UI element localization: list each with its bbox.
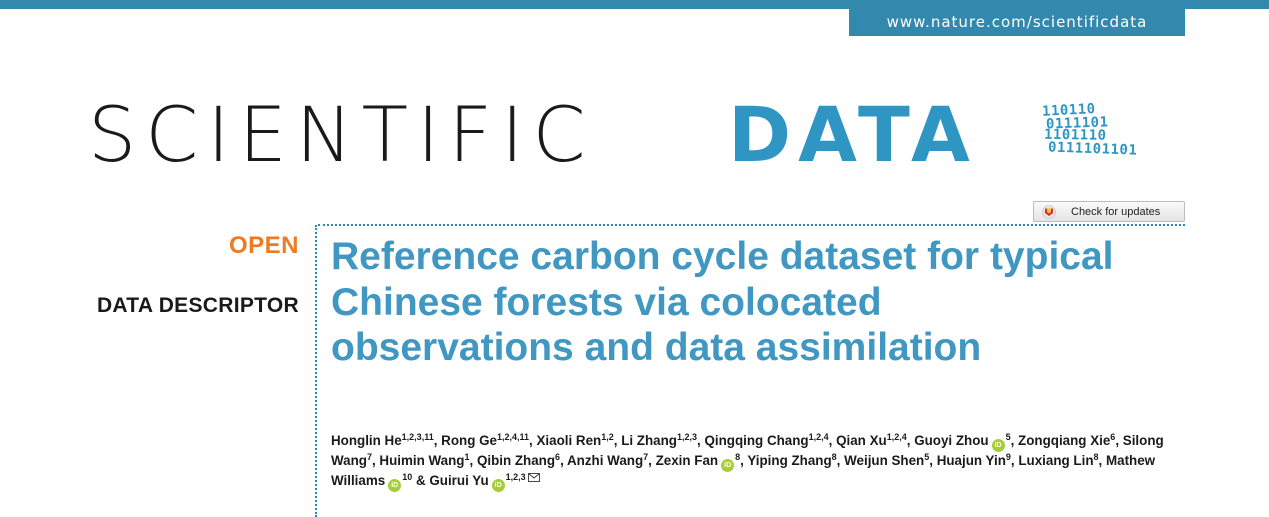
author-name[interactable]: Xiaoli Ren xyxy=(536,433,602,448)
author-affiliation[interactable]: 1,2,4,11 xyxy=(496,432,530,442)
orcid-icon[interactable]: iD xyxy=(721,459,735,472)
author-name[interactable]: Guoyi Zhou xyxy=(914,433,989,448)
author-name[interactable]: Weijun Shen xyxy=(844,453,925,468)
author-separator: , xyxy=(1010,433,1019,448)
author-separator: , xyxy=(740,453,748,468)
author-affiliation[interactable]: 1,2 xyxy=(601,432,614,442)
author-separator: , xyxy=(371,453,380,468)
author-separator: , xyxy=(1010,453,1019,468)
author-affiliation[interactable]: 5 xyxy=(1005,432,1011,442)
orcid-icon[interactable]: iD xyxy=(388,479,402,492)
author-name[interactable]: Silong Wang xyxy=(331,433,1164,468)
author-name[interactable]: Li Zhang xyxy=(621,433,677,448)
check-for-updates-button[interactable]: Check for updates xyxy=(1033,201,1185,222)
author-separator: , xyxy=(433,433,442,448)
open-access-label: OPEN xyxy=(228,232,299,259)
envelope-icon[interactable] xyxy=(527,473,540,482)
author-separator: , xyxy=(469,453,477,468)
author-name[interactable]: Zongqiang Xie xyxy=(1018,433,1111,448)
orcid-icon[interactable]: iD xyxy=(991,439,1005,452)
author-name[interactable]: Huajun Yin xyxy=(936,453,1006,468)
author-separator: , xyxy=(560,453,568,468)
crossmark-icon xyxy=(1042,204,1056,219)
orcid-icon[interactable]: iD xyxy=(491,479,505,492)
author-name[interactable]: Qibin Zhang xyxy=(476,453,556,468)
author-affiliation[interactable]: 10 xyxy=(402,472,413,482)
check-for-updates-label: Check for updates xyxy=(1071,205,1161,218)
author-name[interactable]: Guirui Yu xyxy=(429,473,489,488)
author-name[interactable]: Luxiang Lin xyxy=(1018,453,1094,468)
author-affiliation[interactable]: 8 xyxy=(735,452,741,462)
author-name[interactable]: Rong Ge xyxy=(441,433,497,448)
journal-url-link[interactable]: www.nature.com/scientificdata xyxy=(849,9,1185,36)
author-name[interactable]: Anzhi Wang xyxy=(567,453,644,468)
author-separator: , xyxy=(648,453,656,468)
author-affiliation[interactable]: 9 xyxy=(1005,452,1011,462)
logo-word-scientific: SCIENTIFIC xyxy=(88,90,595,179)
author-separator: , xyxy=(697,433,705,448)
author-separator: , xyxy=(906,433,915,448)
author-name[interactable]: Honglin He xyxy=(331,433,402,448)
author-separator: , xyxy=(1115,433,1123,448)
author-affiliation[interactable]: 8 xyxy=(1093,452,1099,462)
author-name[interactable]: Yiping Zhang xyxy=(747,453,832,468)
author-separator: & xyxy=(412,473,430,488)
author-affiliation[interactable]: 7 xyxy=(643,452,649,462)
header-divider xyxy=(318,224,1185,226)
article-title: Reference carbon cycle dataset for typic… xyxy=(331,235,1114,369)
author-name[interactable]: Qingqing Chang xyxy=(704,433,809,448)
article-type-label: DATA DESCRIPTOR xyxy=(96,294,299,317)
author-separator: , xyxy=(613,433,622,448)
author-name[interactable]: Huimin Wang xyxy=(379,453,465,468)
author-affiliation[interactable]: 1,2,3 xyxy=(505,472,526,482)
vertical-divider xyxy=(315,225,317,517)
author-separator: , xyxy=(836,453,845,468)
author-separator: , xyxy=(1098,453,1106,468)
author-affiliation[interactable]: 6 xyxy=(555,452,561,462)
author-list: Honglin He1,2,3,11, Rong Ge1,2,4,11, Xia… xyxy=(331,432,1191,492)
header-bar xyxy=(0,0,1269,9)
author-affiliation[interactable]: 7 xyxy=(366,452,372,462)
author-separator: , xyxy=(828,433,837,448)
author-name[interactable]: Qian Xu xyxy=(836,433,887,448)
author-affiliation[interactable]: 1,2,4 xyxy=(808,432,829,442)
author-separator: , xyxy=(529,433,537,448)
author-affiliation[interactable]: 6 xyxy=(1110,432,1116,442)
author-name[interactable]: Zexin Fan xyxy=(655,453,719,468)
author-name[interactable]: Mathew Williams xyxy=(331,453,1156,488)
author-affiliation[interactable]: 8 xyxy=(831,452,837,462)
author-affiliation[interactable]: 1,2,3 xyxy=(676,432,698,442)
author-affiliation[interactable]: 1 xyxy=(464,452,470,462)
author-affiliation[interactable]: 1,2,4 xyxy=(886,432,907,442)
author-separator: , xyxy=(929,453,937,468)
author-affiliation[interactable]: 1,2,3,11 xyxy=(401,432,434,442)
logo-word-data: DATA xyxy=(728,90,977,179)
logo-binary-graphic: 110110 0111101 1101110 0111101101 xyxy=(1040,101,1190,167)
author-affiliation[interactable]: 5 xyxy=(924,452,930,462)
